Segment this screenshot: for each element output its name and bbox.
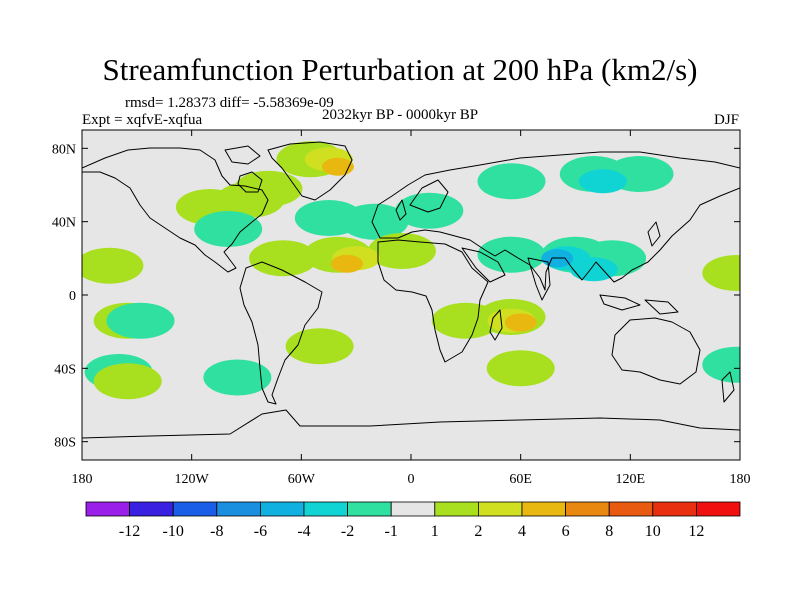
season-label: DJF bbox=[714, 112, 740, 128]
colorbar-swatch bbox=[521, 501, 566, 517]
x-tick-label: 60W bbox=[288, 472, 316, 487]
experiment-label: Expt = xqfvE-xqfua bbox=[82, 112, 203, 128]
anomaly-blob bbox=[569, 257, 618, 282]
colorbar-label: -12 bbox=[119, 523, 140, 540]
coast-japan bbox=[647, 221, 661, 247]
anomaly-blob bbox=[477, 236, 546, 273]
colorbar-label: 1 bbox=[431, 523, 439, 540]
coast-antarctica bbox=[82, 409, 740, 439]
anomaly-field bbox=[82, 141, 740, 400]
stats-label: rmsd= 1.28373 diff= -5.58369e-09 bbox=[125, 95, 334, 111]
x-tick-label: 180 bbox=[730, 472, 751, 487]
y-tick-label: 0 bbox=[69, 289, 76, 304]
y-tick-label: 40S bbox=[54, 362, 76, 377]
colorbar-label: -6 bbox=[254, 523, 267, 540]
colorbar-swatch bbox=[172, 501, 218, 517]
anomaly-blob bbox=[194, 211, 263, 247]
coast-hudson-bay bbox=[237, 171, 263, 193]
colorbar-label: 12 bbox=[688, 523, 704, 540]
colorbar-label: -4 bbox=[297, 523, 310, 540]
colorbar-swatch bbox=[303, 501, 348, 517]
coastlines bbox=[82, 141, 740, 439]
anomaly-blob bbox=[93, 363, 162, 400]
colorbar: -12 -10 -8 -6 -4 -2 -1 1 2 4 6 8 10 12 bbox=[85, 501, 741, 540]
colorbar-label: -2 bbox=[341, 523, 354, 540]
colorbar-swatch bbox=[477, 501, 523, 517]
x-tick-label: 120E bbox=[616, 472, 646, 487]
colorbar-swatch bbox=[216, 501, 261, 517]
anomaly-blob bbox=[486, 350, 555, 387]
coast-africa bbox=[377, 239, 489, 363]
anomaly-blob bbox=[285, 328, 354, 365]
colorbar-label: 2 bbox=[474, 523, 482, 540]
anomaly-blob bbox=[82, 247, 144, 284]
coast-arabia bbox=[461, 247, 506, 283]
x-tick-label: 120W bbox=[175, 472, 210, 487]
coast-indonesia bbox=[599, 294, 641, 311]
colorbar-swatch bbox=[85, 501, 130, 517]
x-tick-label: 60E bbox=[509, 472, 532, 487]
anomaly-blob bbox=[331, 254, 363, 273]
anomaly-blob bbox=[340, 203, 409, 240]
coast-australia bbox=[611, 317, 701, 385]
colorbar-swatch bbox=[347, 501, 392, 517]
coast-new-zealand bbox=[721, 371, 735, 403]
anomaly-blob bbox=[504, 313, 537, 332]
colorbar-label: -1 bbox=[385, 523, 398, 540]
coast-north-america bbox=[82, 147, 269, 273]
x-tick-label: 0 bbox=[408, 472, 415, 487]
chart-title: Streamfunction Perturbation at 200 hPa (… bbox=[102, 52, 698, 87]
colorbar-swatch bbox=[652, 501, 697, 517]
colorbar-swatch bbox=[565, 501, 610, 517]
colorbar-label: 10 bbox=[645, 523, 661, 540]
coast-britain bbox=[395, 199, 407, 221]
anomaly-blob bbox=[203, 359, 272, 396]
anomaly-blob bbox=[477, 163, 546, 200]
x-axis: 180 120W 60W 0 60E 120E 180 bbox=[72, 130, 751, 487]
coast-arctic-islands bbox=[224, 145, 261, 165]
colorbar-label: 8 bbox=[605, 523, 613, 540]
anomaly-blob bbox=[702, 346, 740, 383]
anomaly-blob bbox=[578, 169, 627, 194]
coast-greenland bbox=[267, 141, 353, 201]
colorbar-label: -10 bbox=[163, 523, 184, 540]
anomaly-blob bbox=[702, 255, 740, 291]
y-axis: 80N 40N 0 40S 80S bbox=[52, 142, 740, 451]
colorbar-swatch bbox=[259, 501, 305, 517]
colorbar-label: 4 bbox=[518, 523, 526, 540]
anomaly-blob bbox=[234, 170, 303, 207]
coast-india bbox=[527, 257, 551, 301]
colorbar-swatch bbox=[696, 501, 741, 517]
anomaly-blob bbox=[249, 240, 318, 277]
coast-south-america bbox=[239, 261, 323, 405]
coast-new-guinea bbox=[644, 299, 679, 315]
y-tick-label: 80S bbox=[54, 436, 76, 451]
coast-scandinavia bbox=[409, 179, 449, 213]
colorbar-label: 6 bbox=[562, 523, 570, 540]
y-tick-label: 40N bbox=[52, 216, 76, 231]
colorbar-label: -8 bbox=[210, 523, 223, 540]
coast-eurasia bbox=[371, 151, 740, 291]
x-tick-label: 180 bbox=[72, 472, 93, 487]
period-label: 2032kyr BP - 0000kyr BP bbox=[322, 107, 479, 123]
plot-area bbox=[81, 129, 741, 461]
anomaly-blob bbox=[106, 302, 175, 339]
colorbar-swatch bbox=[390, 501, 436, 517]
y-tick-label: 80N bbox=[52, 142, 76, 157]
colorbar-swatch bbox=[129, 501, 174, 517]
coast-madagascar bbox=[489, 309, 503, 341]
colorbar-swatch bbox=[434, 501, 479, 517]
colorbar-swatch bbox=[608, 501, 654, 517]
anomaly-blob bbox=[321, 157, 354, 176]
